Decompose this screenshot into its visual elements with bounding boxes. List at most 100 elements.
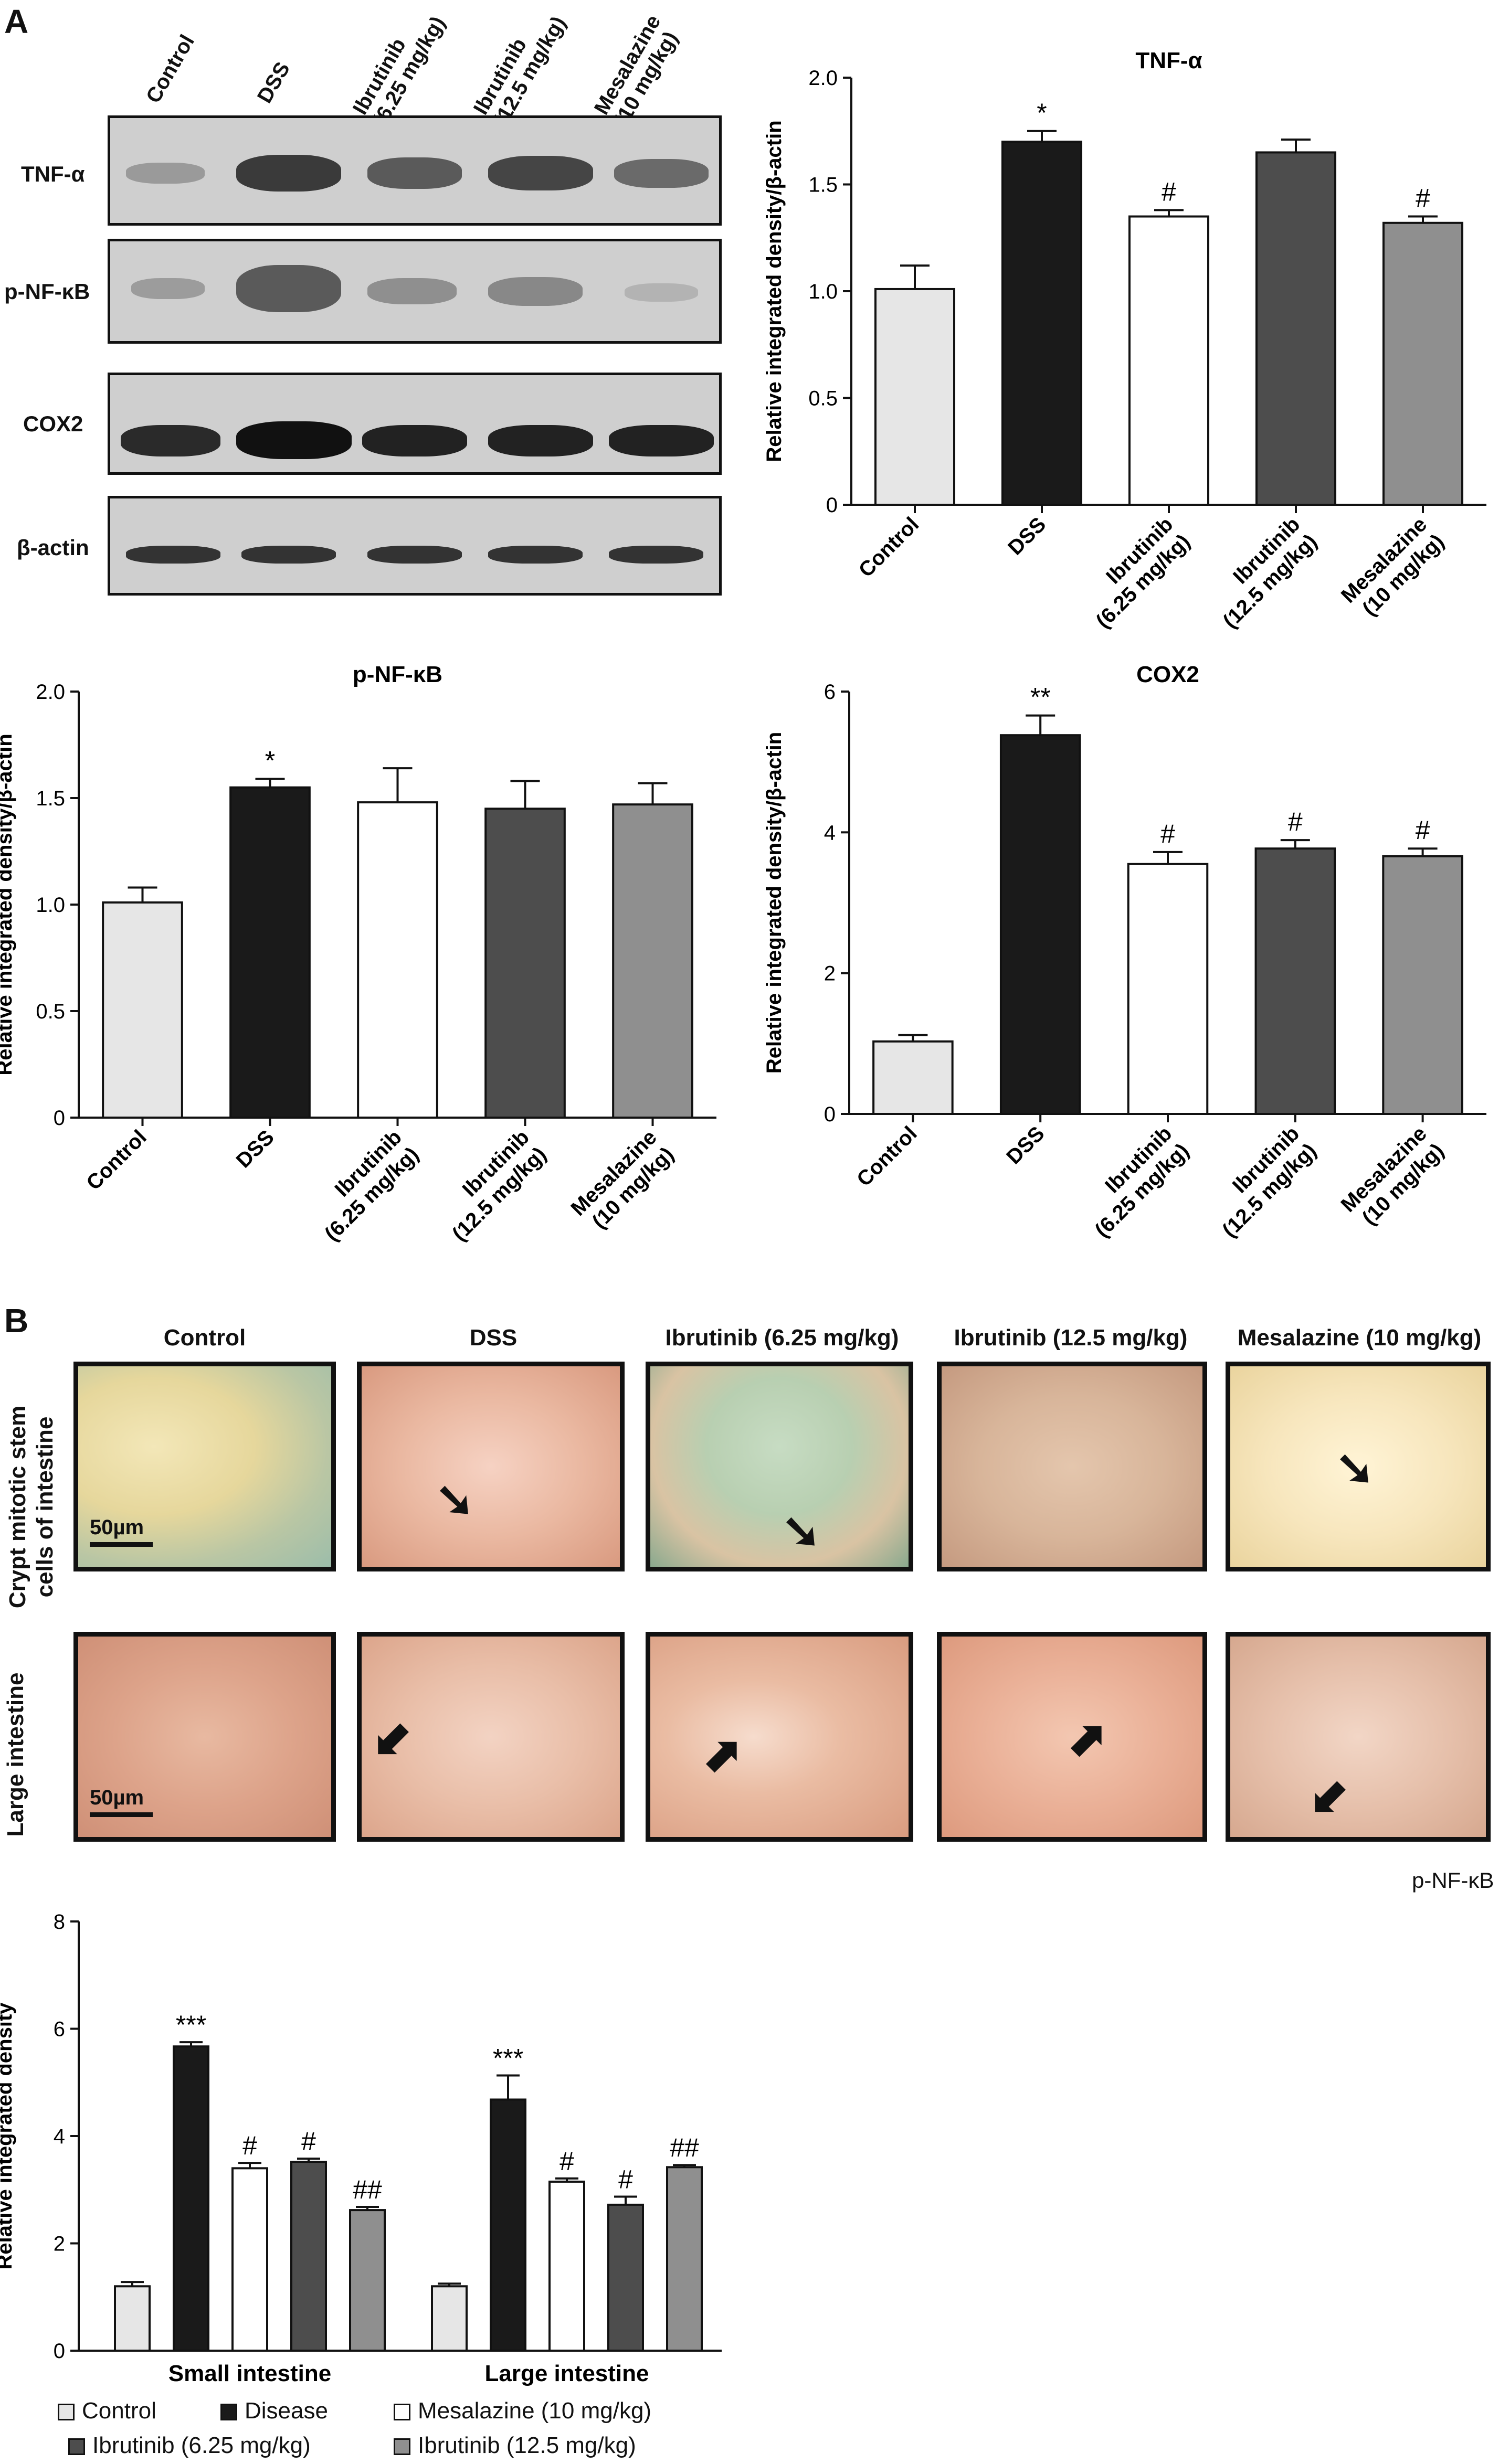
y-tick-label: 0 bbox=[826, 494, 838, 517]
bar bbox=[1255, 151, 1337, 506]
histology-image: 50µm bbox=[73, 1632, 336, 1842]
significance-label: # bbox=[560, 2147, 574, 2176]
legend-item: Control bbox=[58, 2398, 156, 2424]
x-tick-label: Ibrutinib(6.25 mg/kg) bbox=[1074, 513, 1195, 633]
bar bbox=[357, 801, 438, 1119]
bar bbox=[999, 734, 1081, 1115]
bar bbox=[1127, 863, 1209, 1116]
blot-strip-cox2 bbox=[108, 373, 722, 475]
panel-label-b: B bbox=[4, 1302, 29, 1340]
histo-col-header: Mesalazine (10 mg/kg) bbox=[1237, 1325, 1482, 1351]
histology-image: ➘ bbox=[1226, 1362, 1491, 1571]
x-tick-label: Ibrutinib(12.5 mg/kg) bbox=[431, 1125, 551, 1246]
blot-strip-bactin bbox=[108, 496, 722, 596]
bar bbox=[229, 786, 311, 1119]
bar bbox=[490, 2098, 526, 2352]
significance-label: * bbox=[265, 746, 275, 775]
y-tick-label: 8 bbox=[54, 1910, 65, 1934]
bar bbox=[607, 2203, 644, 2352]
bar bbox=[102, 901, 183, 1119]
chart-title: COX2 bbox=[1136, 662, 1199, 687]
legend-item: Ibrutinib (12.5 mg/kg) bbox=[394, 2433, 636, 2459]
x-tick-label: Mesalazine(10 mg/kg) bbox=[1337, 513, 1449, 624]
significance-label: # bbox=[1162, 177, 1176, 206]
significance-label: ## bbox=[670, 2133, 699, 2162]
scale-bar bbox=[90, 1542, 153, 1547]
y-tick-label: 2 bbox=[824, 962, 836, 985]
y-tick-label: 2.0 bbox=[808, 67, 838, 90]
y-axis-label: Relative integrated density/β-actin bbox=[763, 732, 786, 1074]
y-tick-label: 2.0 bbox=[36, 681, 65, 704]
legend-item: Ibrutinib (6.25 mg/kg) bbox=[68, 2433, 311, 2459]
arrow-icon: ⬈ bbox=[703, 1728, 743, 1781]
bar bbox=[1254, 847, 1336, 1115]
y-tick-label: 2 bbox=[54, 2233, 65, 2256]
y-tick-label: 6 bbox=[824, 681, 836, 704]
scale-bar bbox=[90, 1812, 153, 1817]
bar bbox=[1382, 855, 1463, 1115]
y-tick-label: 1.5 bbox=[36, 787, 65, 810]
y-tick-label: 1.0 bbox=[808, 280, 838, 303]
bar bbox=[290, 2161, 327, 2352]
y-axis-label: Relative integrated density bbox=[0, 2002, 16, 2270]
blot-strip-tnf bbox=[108, 115, 722, 226]
blot-row-label: β-actin bbox=[17, 535, 89, 560]
significance-label: ** bbox=[1030, 683, 1051, 712]
x-tick-label: Ibrutinib(12.5 mg/kg) bbox=[1201, 1122, 1321, 1242]
arrow-icon: ⬈ bbox=[1068, 1713, 1107, 1765]
bar bbox=[874, 288, 956, 506]
y-tick-label: 6 bbox=[54, 2018, 65, 2041]
blot-row-label: TNF-α bbox=[21, 162, 85, 186]
arrow-icon: ⬋ bbox=[1309, 1770, 1349, 1823]
bar bbox=[872, 1040, 954, 1116]
chart-title: TNF-α bbox=[1135, 48, 1202, 73]
x-tick-label: Ibrutinib(6.25 mg/kg) bbox=[1073, 1122, 1194, 1242]
histology-image: 50µm bbox=[73, 1362, 336, 1571]
significance-label: ## bbox=[353, 2175, 382, 2204]
histo-col-header: DSS bbox=[469, 1325, 518, 1351]
bar bbox=[349, 2209, 386, 2352]
bar bbox=[114, 2285, 151, 2352]
significance-label: # bbox=[1416, 184, 1430, 213]
blot-row-label: COX2 bbox=[23, 411, 83, 436]
y-tick-label: 1.0 bbox=[36, 894, 65, 917]
histology-image: ⬈ bbox=[646, 1632, 913, 1842]
x-tick-label: DSS bbox=[232, 1125, 279, 1172]
x-tick-label: Control bbox=[82, 1125, 151, 1195]
histology-image: ➘ bbox=[646, 1362, 913, 1571]
bar bbox=[431, 2285, 468, 2352]
histology-image: ➘ bbox=[357, 1362, 625, 1571]
significance-label: # bbox=[618, 2165, 633, 2194]
arrow-icon: ⬋ bbox=[372, 1713, 412, 1765]
bar bbox=[1128, 215, 1210, 506]
stain-label: p-NF-κB bbox=[1412, 1868, 1494, 1893]
x-tick-label: Control bbox=[852, 1122, 922, 1191]
bar bbox=[173, 2045, 209, 2352]
bar bbox=[612, 803, 693, 1119]
blot-row-label: p-NF-κB bbox=[4, 279, 90, 304]
bar bbox=[1382, 221, 1464, 506]
y-tick-label: 0 bbox=[54, 1107, 65, 1130]
bar bbox=[666, 2166, 703, 2352]
y-tick-label: 0.5 bbox=[808, 387, 838, 410]
x-tick-label: Control bbox=[854, 513, 924, 582]
histology-image bbox=[937, 1362, 1207, 1571]
bar bbox=[484, 808, 566, 1119]
significance-label: # bbox=[1160, 819, 1175, 848]
bar bbox=[231, 2167, 268, 2352]
scale-bar-label: 50µm bbox=[90, 1786, 144, 1809]
x-tick-label: Large intestine bbox=[485, 2361, 649, 2386]
blot-strip-pnfkb bbox=[108, 239, 722, 344]
histo-col-header: Ibrutinib (6.25 mg/kg) bbox=[665, 1325, 899, 1351]
y-tick-label: 1.5 bbox=[808, 174, 838, 197]
significance-label: *** bbox=[176, 2010, 206, 2040]
arrow-icon: ➘ bbox=[1335, 1442, 1375, 1495]
y-tick-label: 0 bbox=[824, 1103, 836, 1126]
y-tick-label: 0.5 bbox=[36, 1000, 65, 1023]
histology-image: ⬈ bbox=[937, 1632, 1207, 1842]
significance-label: *** bbox=[493, 2043, 523, 2073]
x-tick-label: DSS bbox=[1002, 1122, 1049, 1169]
x-tick-label: Ibrutinib(6.25 mg/kg) bbox=[303, 1125, 424, 1246]
significance-label: # bbox=[1416, 815, 1430, 845]
